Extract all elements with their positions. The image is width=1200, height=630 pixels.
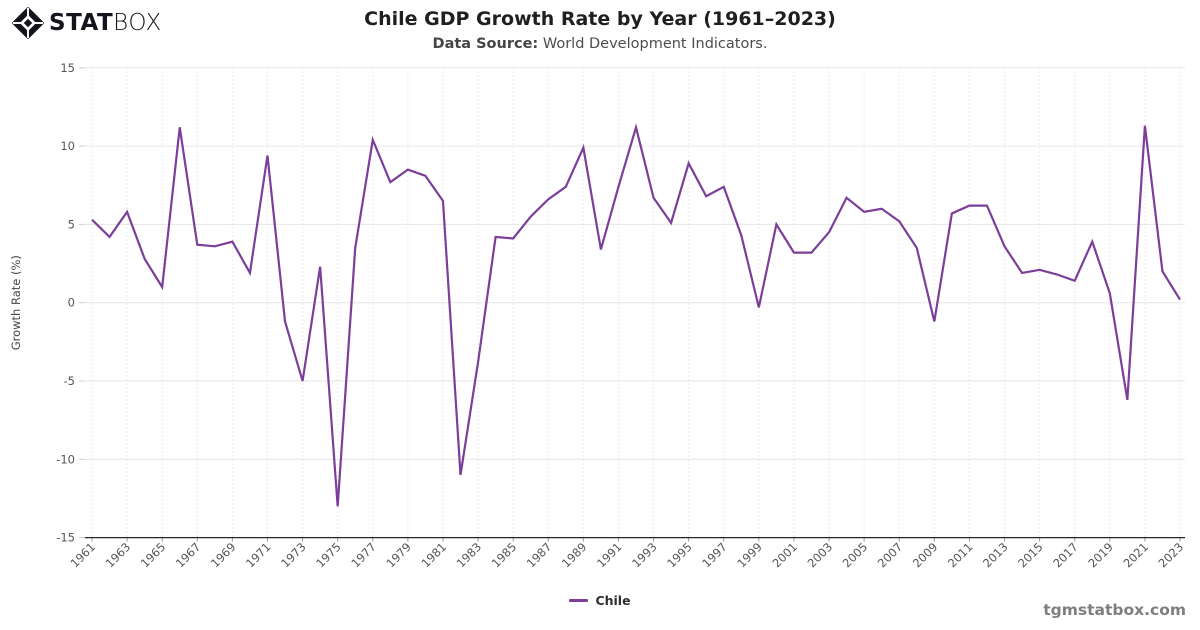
svg-text:1989: 1989 (559, 540, 590, 571)
svg-text:-5: -5 (64, 374, 75, 388)
svg-text:1975: 1975 (313, 540, 344, 571)
svg-text:2015: 2015 (1015, 540, 1046, 571)
svg-text:1965: 1965 (138, 540, 169, 571)
svg-text:10: 10 (60, 139, 75, 153)
svg-text:1995: 1995 (664, 540, 695, 571)
svg-text:0: 0 (68, 296, 75, 310)
svg-text:1985: 1985 (489, 540, 520, 571)
svg-text:1979: 1979 (383, 540, 414, 571)
svg-text:1997: 1997 (699, 540, 730, 571)
svg-text:1973: 1973 (278, 540, 309, 571)
svg-text:Growth Rate (%): Growth Rate (%) (9, 255, 23, 350)
svg-text:2023: 2023 (1156, 540, 1187, 571)
svg-text:2001: 2001 (769, 540, 800, 571)
statbox-diamond-icon (12, 7, 44, 39)
svg-text:-15: -15 (56, 531, 75, 545)
svg-text:1967: 1967 (173, 540, 204, 571)
svg-text:1983: 1983 (454, 540, 485, 571)
svg-text:1963: 1963 (103, 540, 134, 571)
logo-box: BOX (113, 10, 162, 36)
legend-line-swatch (569, 599, 589, 602)
svg-text:2019: 2019 (1085, 540, 1116, 571)
statbox-logo-text: STATBOX (49, 8, 162, 38)
svg-text:1999: 1999 (734, 540, 765, 571)
svg-text:15: 15 (60, 61, 75, 75)
svg-text:1977: 1977 (348, 540, 379, 571)
svg-text:2011: 2011 (945, 540, 976, 571)
svg-text:1969: 1969 (208, 540, 239, 571)
svg-text:1993: 1993 (629, 540, 660, 571)
svg-text:2017: 2017 (1050, 540, 1081, 571)
legend-label: Chile (595, 593, 631, 608)
svg-text:-10: -10 (56, 452, 75, 466)
svg-text:2005: 2005 (840, 540, 871, 571)
svg-text:2021: 2021 (1120, 540, 1151, 571)
svg-text:1981: 1981 (418, 540, 449, 571)
svg-text:2003: 2003 (805, 540, 836, 571)
svg-text:2007: 2007 (875, 540, 906, 571)
svg-text:1991: 1991 (594, 540, 625, 571)
svg-text:1987: 1987 (524, 540, 555, 571)
logo-stat: STAT (49, 10, 114, 36)
watermark-url: tgmstatbox.com (1043, 601, 1186, 619)
svg-text:2013: 2013 (980, 540, 1011, 571)
statbox-logo: STATBOX (12, 7, 162, 39)
chart-legend: Chile (0, 593, 1200, 608)
svg-text:1971: 1971 (243, 540, 274, 571)
svg-text:2009: 2009 (910, 540, 941, 571)
svg-text:5: 5 (68, 217, 75, 231)
